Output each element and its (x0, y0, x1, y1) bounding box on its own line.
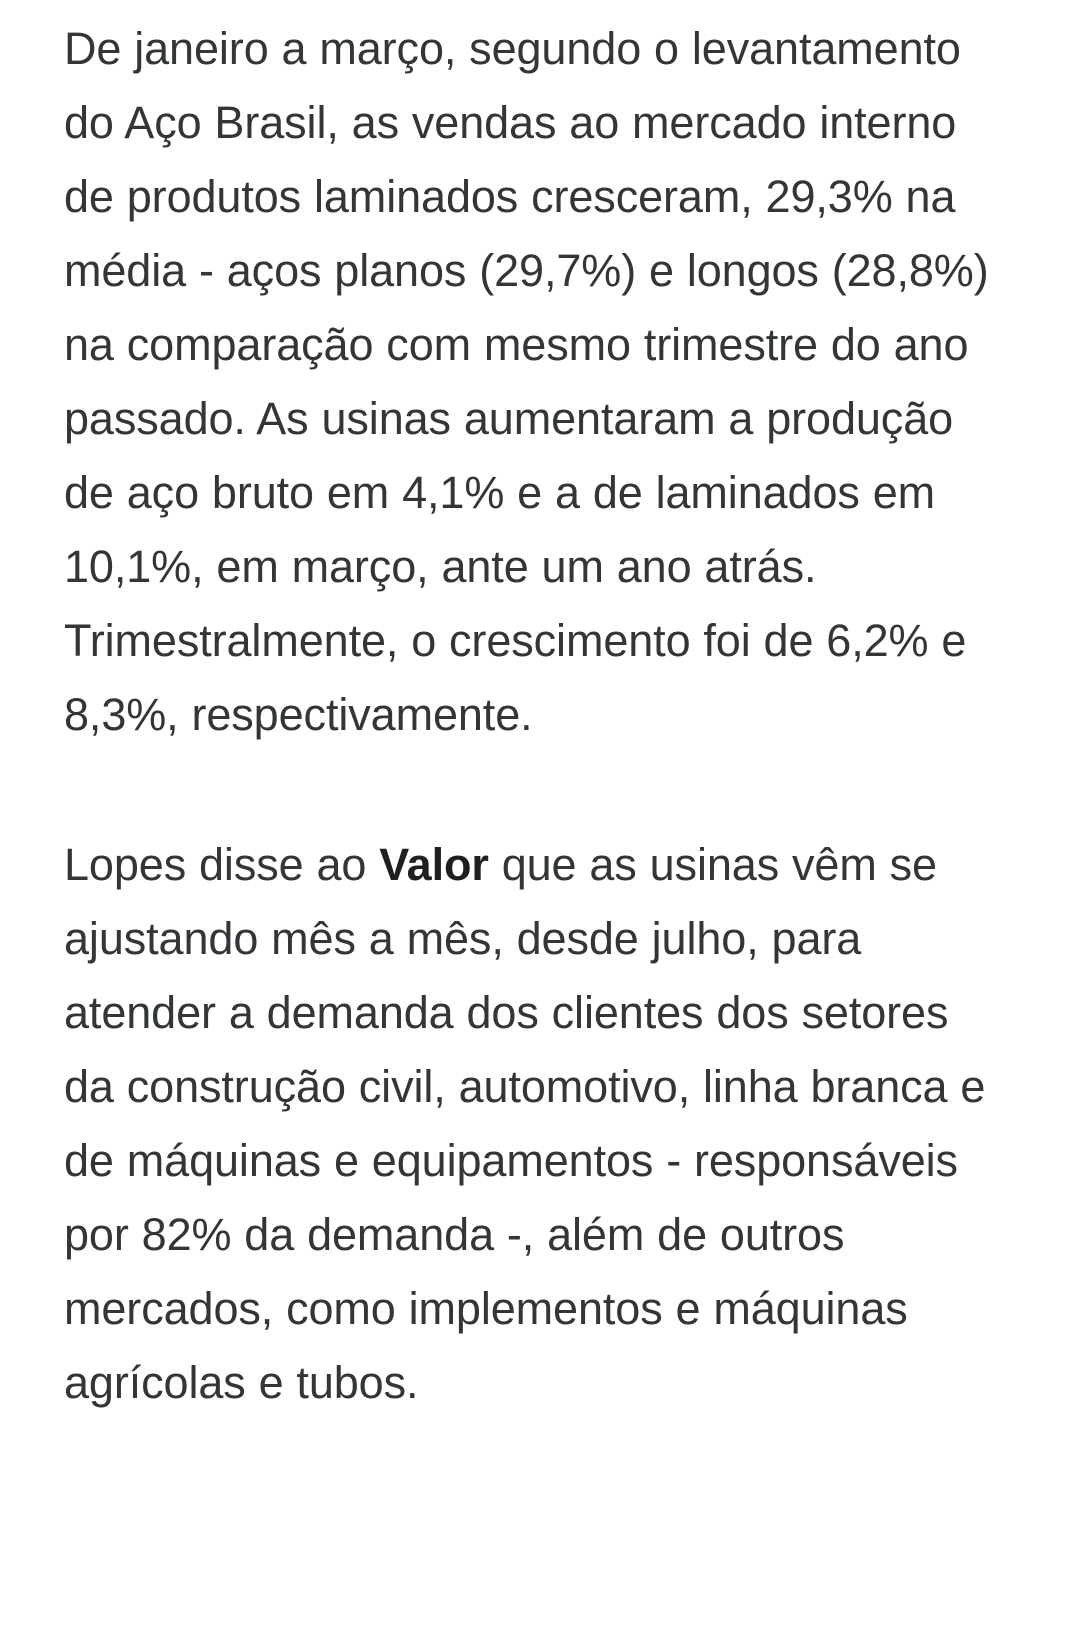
paragraph-2-text-before-emphasis: Lopes disse ao (64, 839, 380, 890)
article-paragraph-2: Lopes disse ao Valor que as usinas vêm s… (64, 752, 990, 1420)
publication-name-emphasis: Valor (379, 839, 489, 890)
paragraph-2-text-after-emphasis: que as usinas vêm se ajustando mês a mês… (64, 839, 986, 1408)
article-paragraph-1: De janeiro a março, segundo o levantamen… (64, 23, 989, 740)
